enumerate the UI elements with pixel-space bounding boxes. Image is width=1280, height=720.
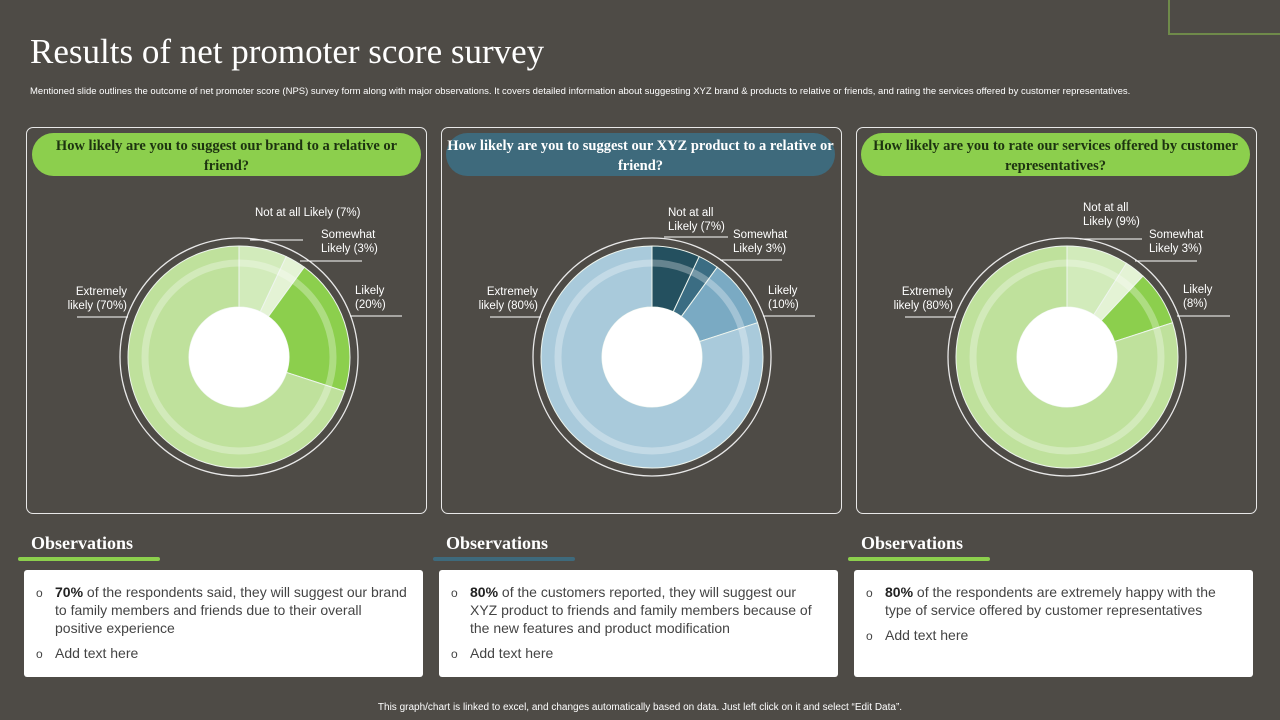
donut-hole — [1017, 307, 1117, 407]
observation-highlight: 70% — [55, 584, 84, 600]
observation-text: of the customers reported, they will sug… — [470, 584, 812, 636]
donut-outer-ring — [947, 237, 1187, 477]
observations-heading-1: Observations — [31, 533, 134, 553]
donut-outer-ring — [532, 237, 772, 477]
donut-inner-band — [969, 259, 1165, 455]
observations-box-2: 80% of the customers reported, they will… — [439, 570, 838, 677]
observation-text: Add text here — [470, 645, 554, 661]
observation-text: of the respondents are extremely happy w… — [885, 584, 1216, 618]
footer-note: This graph/chart is linked to excel, and… — [377, 702, 903, 713]
observations-underline-1 — [18, 557, 160, 561]
label-likely: Likely (8%) — [1183, 284, 1213, 310]
page-subtitle: Mentioned slide outlines the outcome of … — [30, 86, 1131, 97]
observations-box-3: 80% of the respondents are extremely hap… — [854, 570, 1253, 677]
label-extremely: Extremely likely (80%) — [478, 286, 538, 312]
donut-hole — [602, 307, 702, 407]
donut-outer-ring — [119, 237, 359, 477]
label-likely: Likely (20%) — [355, 285, 386, 311]
observation-item: Add text here — [451, 644, 826, 663]
observation-highlight: 80% — [885, 584, 914, 600]
chart-panel-3 — [856, 127, 1257, 514]
observation-text: of the respondents said, they will sugge… — [55, 584, 407, 636]
observation-text: Add text here — [885, 627, 969, 643]
page-title: Results of net promoter score survey — [30, 32, 545, 71]
observations-heading-3: Observations — [861, 533, 964, 553]
chart-title-2: How likely are you to suggest our XYZ pr… — [446, 133, 835, 176]
observation-highlight: 80% — [470, 584, 499, 600]
chart-panel-1 — [26, 127, 427, 514]
observation-item: 70% of the respondents said, they will s… — [36, 583, 411, 637]
label-not-at-all: Not at all Likely (7%) — [255, 207, 361, 219]
observations-heading-2: Observations — [446, 533, 549, 553]
observations-box-1: 70% of the respondents said, they will s… — [24, 570, 423, 677]
chart-panel-2 — [441, 127, 842, 514]
donut-hole — [189, 307, 289, 407]
observation-item: 80% of the customers reported, they will… — [451, 583, 826, 637]
label-somewhat: Somewhat Likely 3%) — [733, 229, 788, 255]
corner-decoration — [1168, 0, 1280, 35]
label-somewhat: Somewhat Likely 3%) — [1149, 229, 1204, 255]
observation-item: 80% of the respondents are extremely hap… — [866, 583, 1241, 619]
observation-item: Add text here — [866, 626, 1241, 645]
label-not-at-all: Not at all Likely (7%) — [668, 207, 725, 233]
label-not-at-all: Not at all Likely (9%) — [1083, 202, 1140, 228]
observations-underline-3 — [848, 557, 990, 561]
label-somewhat: Somewhat Likely (3%) — [321, 229, 378, 255]
label-extremely: Extremely likely (80%) — [893, 286, 953, 312]
label-likely: Likely (10%) — [768, 285, 799, 311]
chart-title-1: How likely are you to suggest our brand … — [32, 133, 421, 176]
chart-title-3: How likely are you to rate our services … — [861, 133, 1250, 176]
observations-underline-2 — [433, 557, 575, 561]
observation-text: Add text here — [55, 645, 139, 661]
donut-inner-band — [141, 259, 337, 455]
observation-item: Add text here — [36, 644, 411, 663]
label-extremely: Extremely likely (70%) — [67, 286, 127, 312]
donut-inner-band — [554, 259, 750, 455]
